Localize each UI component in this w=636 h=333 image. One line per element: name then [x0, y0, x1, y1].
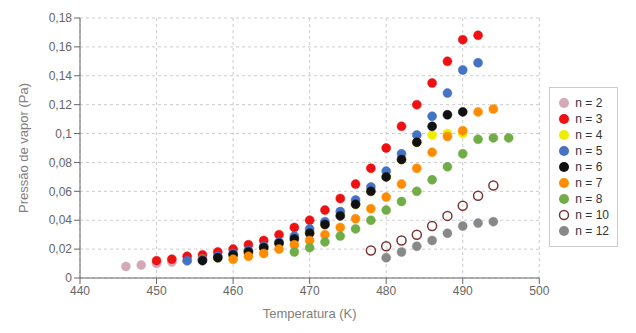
html-text:n = 7: n = 7: [575, 175, 603, 190]
html-text:n = 10: n = 10: [575, 207, 609, 222]
svg-text:0,02: 0,02: [49, 242, 73, 256]
svg-text:0,18: 0,18: [49, 11, 73, 25]
svg-text:450: 450: [147, 284, 167, 298]
svg-text:460: 460: [223, 284, 243, 298]
svg-text:480: 480: [376, 284, 396, 298]
svg-text:0,06: 0,06: [49, 185, 73, 199]
svg-text:Pressão de vapor (Pa): Pressão de vapor (Pa): [16, 83, 31, 213]
html-text:n = 8: n = 8: [575, 191, 603, 206]
svg-text:0: 0: [65, 271, 72, 285]
html-text:n = 4: n = 4: [575, 127, 603, 142]
svg-text:490: 490: [453, 284, 473, 298]
html-text:n = 12: n = 12: [575, 223, 609, 238]
html-text:n = 3: n = 3: [575, 111, 603, 126]
html-text:n = 5: n = 5: [575, 143, 603, 158]
svg-text:0,1: 0,1: [55, 127, 72, 141]
html-text:n = 2: n = 2: [575, 95, 603, 110]
svg-text:470: 470: [300, 284, 320, 298]
svg-text:0,16: 0,16: [49, 40, 73, 54]
svg-text:0,08: 0,08: [49, 156, 73, 170]
svg-text:0,14: 0,14: [49, 69, 73, 83]
html-text:n = 6: n = 6: [575, 159, 603, 174]
svg-text:0,04: 0,04: [49, 213, 73, 227]
svg-text:500: 500: [529, 284, 549, 298]
svg-text:Temperatura (K): Temperatura (K): [263, 306, 357, 321]
svg-text:0,12: 0,12: [49, 98, 73, 112]
svg-text:440: 440: [70, 284, 90, 298]
